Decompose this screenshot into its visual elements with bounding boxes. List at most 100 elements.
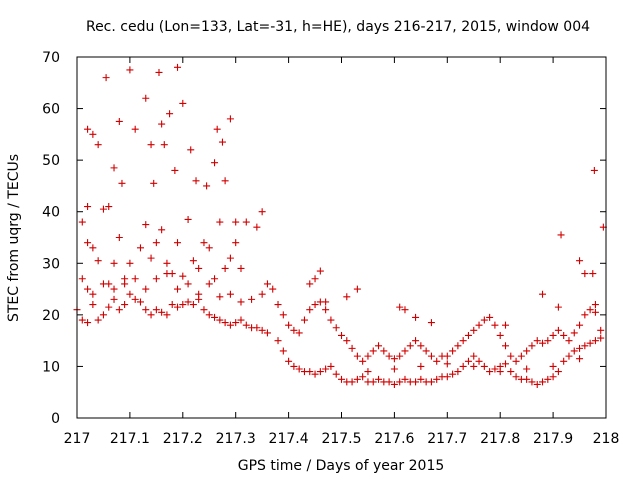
data-point (586, 306, 594, 314)
data-point (142, 221, 150, 229)
data-point (203, 182, 211, 190)
data-point (94, 257, 102, 265)
data-point (184, 298, 192, 306)
data-point (581, 342, 589, 350)
data-point (226, 254, 234, 262)
x-axis-label: GPS time / Days of year 2015 (238, 458, 445, 474)
data-point (163, 270, 171, 278)
data-point (570, 329, 578, 337)
data-point (591, 301, 599, 309)
data-point (232, 218, 240, 226)
data-point (78, 316, 86, 324)
data-point (443, 360, 451, 368)
data-point (454, 342, 462, 350)
data-point (501, 342, 509, 350)
data-point (163, 259, 171, 267)
data-point (512, 357, 520, 365)
data-point (470, 326, 478, 334)
data-point (427, 352, 435, 360)
data-point (560, 357, 568, 365)
data-point (449, 347, 457, 355)
data-point (449, 370, 457, 378)
data-point (385, 378, 393, 386)
data-point (401, 347, 409, 355)
data-point (218, 138, 226, 146)
y-tick-label: 20 (42, 308, 60, 324)
data-point (401, 306, 409, 314)
data-point (160, 141, 168, 149)
data-point (523, 347, 531, 355)
data-point (348, 344, 356, 352)
data-point (84, 239, 92, 247)
data-point (179, 301, 187, 309)
data-point (322, 298, 330, 306)
data-point (126, 290, 134, 298)
plot-frame (76, 56, 607, 419)
data-point (554, 303, 562, 311)
data-point (549, 373, 557, 381)
data-point (131, 295, 139, 303)
data-point (174, 239, 182, 247)
data-point (343, 337, 351, 345)
data-point (192, 177, 200, 185)
data-point (459, 337, 467, 345)
data-point (433, 357, 441, 365)
data-point (544, 337, 552, 345)
data-point (486, 368, 494, 376)
data-point (300, 316, 308, 324)
data-point (369, 378, 377, 386)
data-point (412, 313, 420, 321)
data-point (501, 321, 509, 329)
x-axis-ticks: 217 217.1 217.2 217.3 217.4 217.5 217.6 217.7 21… (64, 57, 619, 447)
data-point (549, 362, 557, 370)
data-point (121, 280, 129, 288)
data-point (155, 68, 163, 76)
data-point (121, 301, 129, 309)
data-point (110, 164, 118, 172)
data-point (464, 357, 472, 365)
data-point (576, 321, 584, 329)
data-point (306, 368, 314, 376)
data-point (237, 298, 245, 306)
data-point (507, 368, 515, 376)
data-point (89, 301, 97, 309)
data-point (105, 303, 113, 311)
data-point (105, 203, 113, 211)
y-tick-label: 60 (42, 102, 60, 118)
data-point (152, 239, 160, 247)
data-points (73, 63, 607, 388)
y-axis-label: STEC from uqrg / TECUs (6, 154, 22, 322)
data-point (554, 368, 562, 376)
data-point (136, 244, 144, 252)
data-point (242, 321, 250, 329)
data-point (195, 264, 203, 272)
data-point (152, 306, 160, 314)
data-point (110, 285, 118, 293)
data-point (507, 352, 515, 360)
data-point (396, 303, 404, 311)
data-point (475, 357, 483, 365)
data-point (158, 120, 166, 128)
data-point (343, 293, 351, 301)
data-point (200, 239, 208, 247)
data-point (152, 275, 160, 283)
data-point (279, 347, 287, 355)
data-point (565, 337, 573, 345)
x-tick-label: 217.5 (321, 431, 361, 447)
data-point (147, 254, 155, 262)
data-point (597, 334, 605, 342)
data-point (586, 339, 594, 347)
data-point (443, 352, 451, 360)
data-point (576, 257, 584, 265)
data-point (364, 368, 372, 376)
data-point (332, 324, 340, 332)
data-point (147, 141, 155, 149)
data-point (375, 375, 383, 383)
data-point (158, 308, 166, 316)
data-point (401, 375, 409, 383)
y-tick-label: 10 (42, 359, 60, 375)
data-point (496, 368, 504, 376)
data-point (237, 316, 245, 324)
data-point (570, 347, 578, 355)
data-point (285, 321, 293, 329)
